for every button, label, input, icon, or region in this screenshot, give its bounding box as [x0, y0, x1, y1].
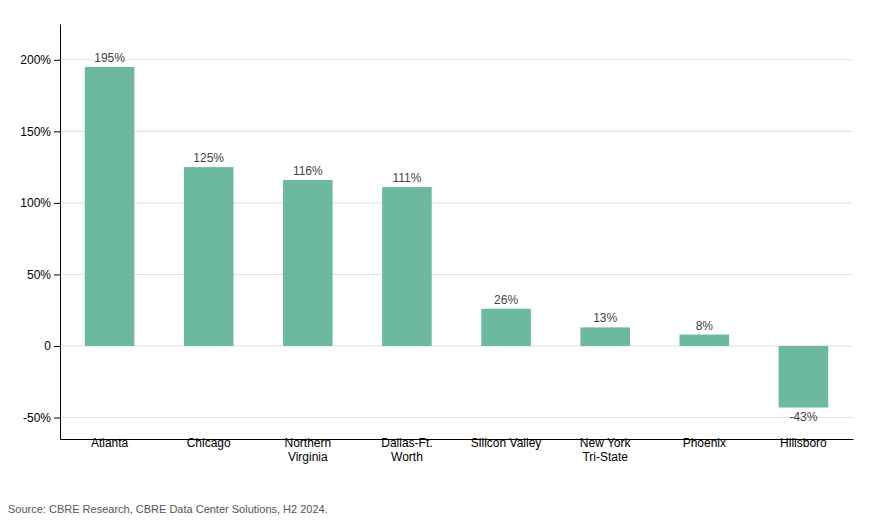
y-tick-mark	[54, 131, 60, 132]
x-tick: NorthernVirginia	[284, 436, 331, 464]
grid	[60, 60, 853, 418]
y-tick-label: 100%	[20, 196, 51, 210]
y-tick: 150%	[20, 125, 60, 139]
y-tick: 100%	[20, 196, 60, 210]
bar	[680, 335, 730, 346]
x-tick-label: Dallas-Ft.Worth	[381, 436, 432, 464]
x-tick: Hillsboro	[780, 436, 827, 450]
grid-line	[60, 345, 853, 346]
x-tick-label: Phoenix	[683, 436, 726, 450]
y-tick-mark	[54, 346, 60, 347]
y-tick: -50%	[23, 411, 60, 425]
x-tick-label: Chicago	[187, 436, 231, 450]
x-tick-label-line: Northern	[284, 436, 331, 450]
data-label: 8%	[696, 319, 714, 333]
y-tick-mark	[54, 60, 60, 61]
data-label: 195%	[94, 51, 125, 65]
y-axis-line	[60, 25, 61, 440]
data-labels: 195% 125% 116% 111% 26% 13% 8% -43%	[94, 51, 818, 424]
bar	[481, 309, 531, 346]
x-tick-label: NorthernVirginia	[284, 436, 331, 464]
x-tick-label: Atlanta	[91, 436, 129, 450]
y-axis: -50% 0 50% 100% 150% 200%	[20, 25, 60, 440]
grid-line	[60, 417, 853, 418]
y-tick-label: 0	[44, 339, 51, 353]
data-label: 26%	[494, 293, 518, 307]
y-tick: 0	[44, 339, 60, 353]
y-tick: 50%	[27, 268, 60, 282]
data-label: 111%	[392, 171, 421, 185]
chart: 195% 125% 116% 111% 26% 13% 8% -43% -50% 0 50% 100%…	[0, 0, 877, 523]
x-tick: Chicago	[187, 436, 231, 450]
y-tick-mark	[54, 418, 60, 419]
x-tick: New YorkTri-State	[580, 436, 632, 464]
x-tick-label: New YorkTri-State	[580, 436, 632, 464]
y-tick-mark	[54, 203, 60, 204]
x-axis-line	[61, 439, 854, 440]
bar	[779, 346, 829, 408]
bar	[283, 180, 333, 346]
grid-line	[60, 59, 853, 60]
plot: 195% 125% 116% 111% 26% 13% 8% -43% -50% 0 50% 100%…	[20, 25, 853, 464]
grid-line	[60, 274, 853, 275]
y-tick: 200%	[20, 53, 60, 67]
x-tick-label-line: Hillsboro	[780, 436, 827, 450]
x-tick-label-line: Chicago	[187, 436, 231, 450]
grid-line	[60, 131, 853, 132]
x-tick-label-line: Phoenix	[683, 436, 726, 450]
x-tick-label-line: Worth	[391, 450, 423, 464]
bar	[580, 327, 630, 346]
x-tick-label-line: Virginia	[288, 450, 328, 464]
x-tick-label: Hillsboro	[780, 436, 827, 450]
x-tick-label-line: New York	[580, 436, 632, 450]
data-label: -43%	[789, 410, 817, 424]
x-tick-label-line: Silicon Valley	[471, 436, 541, 450]
y-tick-mark	[54, 274, 60, 275]
bar	[184, 167, 234, 346]
y-tick-label: 200%	[20, 53, 51, 67]
y-tick-label: -50%	[23, 411, 51, 425]
x-tick-label: Silicon Valley	[471, 436, 541, 450]
x-tick-label-line: Dallas-Ft.	[381, 436, 432, 450]
data-label: 125%	[193, 151, 224, 165]
data-label: 13%	[593, 311, 617, 325]
source-note: Source: CBRE Research, CBRE Data Center …	[8, 503, 328, 515]
x-tick: Atlanta	[91, 436, 129, 450]
x-tick-label-line: Atlanta	[91, 436, 129, 450]
data-label: 116%	[293, 164, 323, 178]
bars	[85, 67, 828, 408]
x-tick: Phoenix	[683, 436, 726, 450]
x-tick-label-line: Tri-State	[582, 450, 628, 464]
bar	[85, 67, 135, 346]
y-tick-label: 150%	[20, 125, 51, 139]
x-tick: Dallas-Ft.Worth	[381, 436, 432, 464]
bar	[382, 187, 432, 346]
grid-line	[60, 202, 853, 203]
x-axis: Atlanta Chicago NorthernVirginia Dallas-Ft.…	[61, 436, 854, 464]
x-tick: Silicon Valley	[471, 436, 541, 450]
y-tick-label: 50%	[27, 268, 51, 282]
